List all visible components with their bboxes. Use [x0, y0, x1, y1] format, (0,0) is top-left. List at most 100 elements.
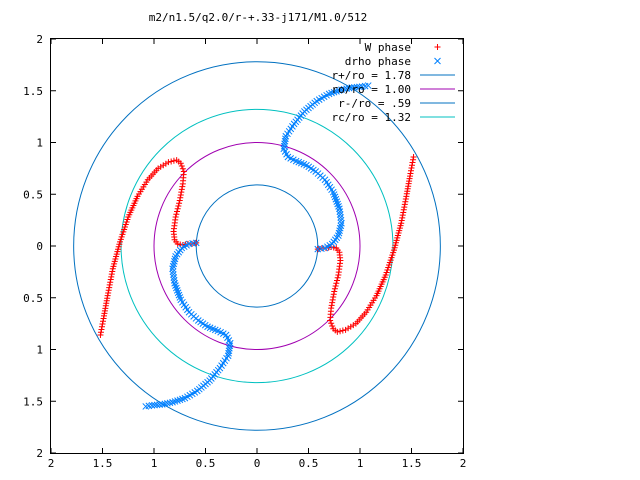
y-tick-label-7: 1.5: [23, 395, 43, 408]
w-phase-point-26-9: [109, 268, 116, 275]
w-phase-point-2-2: [402, 198, 409, 205]
drho-phase-point-5-4: [332, 195, 340, 203]
x-tick-label-7: 1.5: [402, 457, 422, 470]
y-tick-label-3: 0.5: [23, 188, 43, 201]
w-phase-point-9-1: [339, 327, 346, 334]
drho-phase-point-25: [172, 252, 179, 260]
w-phase-point-0-1: [410, 156, 417, 163]
drho-phase-point-5-5: [331, 193, 339, 201]
w-phase-point-14-2: [332, 283, 339, 290]
w-phase-point-24: [97, 332, 104, 339]
w-phase-point-0: [410, 153, 417, 160]
w-phase-point-2: [403, 193, 410, 200]
w-phase-point-37-2: [178, 186, 185, 193]
drho-phase-point-25-4: [169, 262, 177, 270]
w-phase-point-11: [330, 325, 337, 332]
w-phase-point-2-8: [399, 214, 406, 221]
drho-phase-point-27-2: [173, 284, 180, 292]
drho-phase-point-40-1: [166, 399, 174, 407]
chart-title: m2/n1.5/q2.0/r-+.33-j171/M1.0/512: [149, 11, 368, 24]
w-phase-point-38-1: [176, 200, 183, 207]
drho-phase-point-25-3: [170, 260, 178, 268]
w-phase-point-35: [177, 160, 184, 167]
w-phase-point-14-1: [331, 285, 338, 292]
legend-label-5: rc/ro = 1.32: [332, 111, 411, 124]
drho-phase-point-3-2: [336, 227, 343, 235]
x-tick-label-6: 1: [357, 457, 364, 470]
drho-phase-point-27-5: [175, 291, 183, 299]
drho-phase-point-27-1: [172, 282, 179, 289]
w-phase-point-38-5: [173, 211, 180, 218]
w-phase-point-13: [328, 305, 335, 312]
w-phase-point-26-3: [106, 284, 113, 291]
w-phase-point-24-1: [97, 329, 104, 336]
w-phase-point-18: [333, 245, 340, 252]
plot-frame: [50, 38, 464, 454]
w-phase-point-2-3: [401, 201, 408, 208]
circle-2: [195, 184, 319, 308]
legend-marker-0: [434, 44, 441, 50]
w-phase-point-37-3: [178, 189, 185, 196]
y-tick-label-4: 0: [36, 240, 43, 253]
w-phase-point-9-2: [337, 328, 344, 335]
y-tick-label-8: 2: [36, 447, 43, 460]
w-phase-point-2-5: [400, 206, 407, 213]
w-phase-point-0-4: [408, 165, 415, 172]
w-phase-point-13-4: [330, 294, 337, 301]
x-tick-label-8: 2: [460, 457, 467, 470]
y-tick-label-1: 1.5: [23, 85, 43, 98]
w-phase-point-0-5: [407, 167, 414, 174]
w-phase-point-2-6: [400, 209, 407, 216]
drho-phase-point-3-1: [335, 229, 343, 237]
w-phase-point-26-4: [106, 281, 113, 288]
legend-label-4: r-/ro = .59: [338, 97, 411, 110]
legend-label-2: r+/ro = 1.78: [332, 69, 411, 82]
w-phase-point-26-8: [108, 271, 115, 278]
drho-phase-point-40-2: [164, 399, 171, 407]
w-phase-point-42: [174, 240, 181, 247]
drho-phase-point-3: [335, 232, 342, 240]
x-tick-label-0: 2: [48, 457, 55, 470]
drho-phase-point-25-1: [171, 255, 179, 263]
drho-phase-point-18-2: [343, 85, 350, 93]
drho-phase-point-27-3: [173, 287, 181, 294]
drho-phase-point-5-2: [334, 200, 341, 208]
w-phase-point-33: [165, 159, 172, 166]
circle-1: [153, 142, 361, 350]
circle-3: [120, 108, 394, 384]
w-phase-point-37-5: [177, 194, 184, 201]
w-phase-point-24-4: [99, 320, 106, 327]
w-phase-point-26: [104, 292, 111, 299]
drho-phase-point-3-3: [336, 224, 344, 232]
legend-marker-1: [434, 57, 441, 65]
w-phase-point-24-3: [98, 323, 105, 330]
w-phase-point-33-2: [170, 157, 177, 164]
w-phase-point-11-1: [329, 323, 336, 330]
w-phase-point-9: [342, 326, 349, 333]
w-phase-point-2-1: [402, 196, 409, 203]
w-phase-point-37: [179, 180, 186, 187]
w-phase-point-13-2: [329, 299, 336, 306]
y-tick-label-2: 1: [36, 137, 43, 150]
drho-phase-point-5: [336, 205, 343, 213]
w-phase-point-2-4: [401, 204, 408, 211]
w-phase-point-13-5: [330, 291, 337, 298]
y-tick-label-6: 1: [36, 344, 43, 357]
x-tick-label-2: 1: [151, 457, 158, 470]
w-phase-point-0-2: [409, 159, 416, 166]
w-phase-point-14-5: [334, 274, 341, 281]
w-phase-point-26-5: [107, 279, 114, 286]
drho-phase-point-34-4: [225, 349, 232, 357]
x-tick-label-4: 0: [254, 457, 261, 470]
w-phase-point-24-2: [98, 326, 105, 333]
w-phase-point-2-7: [399, 212, 406, 219]
drho-phase-point-27-6: [176, 294, 184, 301]
w-phase-point-38: [176, 197, 183, 204]
w-phase-point-14-4: [333, 277, 340, 284]
w-phase-point-26-7: [108, 273, 115, 280]
w-phase-point-38-2: [175, 202, 182, 209]
axis-ticks: 2 1.5 1 0.5 0 0.5 1 1.5 221.510.500.511.52: [23, 33, 466, 470]
drho-phase-point-21: [364, 82, 372, 89]
w-phase-point-35-1: [178, 162, 185, 169]
